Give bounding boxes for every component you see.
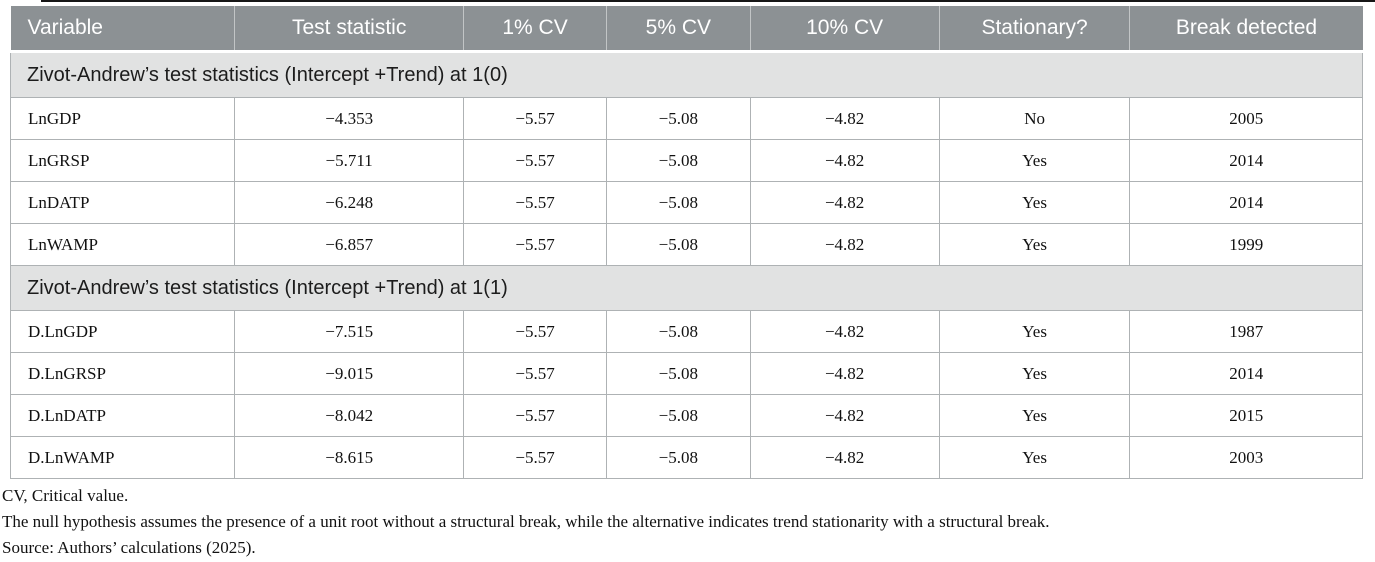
cv10-cell: −4.82: [749, 352, 940, 395]
footnote-null-hypothesis: The null hypothesis assumes the presence…: [2, 512, 1050, 531]
section-title-i1: Zivot-Andrew’s test statistics (Intercep…: [10, 265, 1363, 311]
break-detected-cell: 2005: [1129, 97, 1363, 140]
table-row: D.LnWAMP −8.615 −5.57 −5.08 −4.82 Yes 20…: [9, 436, 1363, 479]
cv1-cell: −5.57: [462, 97, 608, 140]
column-header-10pct-cv: 10% CV: [750, 6, 940, 53]
section-row-level: Zivot-Andrew’s test statistics (Intercep…: [10, 51, 1363, 98]
table-footnotes: CV, Critical value. The null hypothesis …: [2, 483, 1050, 561]
break-detected-cell: 2014: [1129, 139, 1363, 182]
test-statistic-cell: −6.857: [234, 223, 464, 266]
cv1-cell: −5.57: [462, 181, 608, 224]
variable-cell: LnDATP: [9, 181, 236, 224]
cv1-cell: −5.57: [462, 394, 608, 437]
table-row: LnDATP −6.248 −5.57 −5.08 −4.82 Yes 2014: [9, 181, 1363, 224]
table-row: LnGRSP −5.711 −5.57 −5.08 −4.82 Yes 2014: [9, 139, 1363, 182]
cv5-cell: −5.08: [606, 97, 751, 140]
stationary-cell: Yes: [938, 436, 1131, 479]
test-statistic-cell: −7.515: [234, 310, 464, 353]
table-row: D.LnGDP −7.515 −5.57 −5.08 −4.82 Yes 198…: [9, 310, 1363, 353]
stationary-cell: No: [938, 97, 1131, 140]
cv10-cell: −4.82: [749, 223, 940, 266]
table-row: D.LnGRSP −9.015 −5.57 −5.08 −4.82 Yes 20…: [9, 352, 1363, 395]
cv5-cell: −5.08: [606, 352, 751, 395]
zivot-andrews-test-table: Variable Test statistic 1% CV 5% CV 10% …: [9, 6, 1363, 479]
cv10-cell: −4.82: [749, 97, 940, 140]
break-detected-cell: 2003: [1129, 436, 1363, 479]
variable-cell: D.LnWAMP: [9, 436, 236, 479]
stationary-cell: Yes: [938, 310, 1131, 353]
test-statistic-cell: −8.042: [234, 394, 464, 437]
variable-cell: LnGDP: [9, 97, 236, 140]
break-detected-cell: 1999: [1129, 223, 1363, 266]
column-header-variable: Variable: [10, 6, 236, 53]
test-statistic-cell: −6.248: [234, 181, 464, 224]
cv10-cell: −4.82: [749, 139, 940, 182]
cv10-cell: −4.82: [749, 436, 940, 479]
column-header-test-statistic: Test statistic: [234, 6, 464, 53]
cv5-cell: −5.08: [606, 310, 751, 353]
break-detected-cell: 2014: [1129, 352, 1363, 395]
test-statistic-cell: −4.353: [234, 97, 464, 140]
cv5-cell: −5.08: [606, 436, 751, 479]
break-detected-cell: 2015: [1129, 394, 1363, 437]
table-row: LnGDP −4.353 −5.57 −5.08 −4.82 No 2005: [9, 97, 1363, 140]
variable-cell: D.LnDATP: [9, 394, 236, 437]
cv5-cell: −5.08: [606, 223, 751, 266]
stationary-cell: Yes: [938, 223, 1131, 266]
stationary-cell: Yes: [938, 181, 1131, 224]
break-detected-cell: 1987: [1129, 310, 1363, 353]
column-header-5pct-cv: 5% CV: [606, 6, 751, 53]
footnote-cv-definition: CV, Critical value.: [2, 486, 129, 505]
cv5-cell: −5.08: [606, 181, 751, 224]
top-divider-rule: [41, 0, 1375, 2]
header-row: Variable Test statistic 1% CV 5% CV 10% …: [10, 6, 1363, 53]
cv1-cell: −5.57: [462, 310, 608, 353]
test-statistic-cell: −8.615: [234, 436, 464, 479]
variable-cell: D.LnGRSP: [9, 352, 236, 395]
table-row: LnWAMP −6.857 −5.57 −5.08 −4.82 Yes 1999: [9, 223, 1363, 266]
cv5-cell: −5.08: [606, 394, 751, 437]
variable-cell: LnWAMP: [9, 223, 236, 266]
column-header-stationary: Stationary?: [939, 6, 1131, 53]
variable-cell: LnGRSP: [9, 139, 236, 182]
break-detected-cell: 2014: [1129, 181, 1363, 224]
table-row: D.LnDATP −8.042 −5.57 −5.08 −4.82 Yes 20…: [9, 394, 1363, 437]
cv10-cell: −4.82: [749, 394, 940, 437]
cv1-cell: −5.57: [462, 223, 608, 266]
column-header-break-detected: Break detected: [1129, 6, 1363, 53]
cv1-cell: −5.57: [462, 352, 608, 395]
stationary-cell: Yes: [938, 394, 1131, 437]
section-title-i0: Zivot-Andrew’s test statistics (Intercep…: [10, 51, 1363, 98]
variable-cell: D.LnGDP: [9, 310, 236, 353]
test-statistic-cell: −5.711: [234, 139, 464, 182]
cv10-cell: −4.82: [749, 310, 940, 353]
stationary-cell: Yes: [938, 352, 1131, 395]
column-header-1pct-cv: 1% CV: [463, 6, 608, 53]
test-statistic-cell: −9.015: [234, 352, 464, 395]
cv5-cell: −5.08: [606, 139, 751, 182]
cv10-cell: −4.82: [749, 181, 940, 224]
footnote-source: Source: Authors’ calculations (2025).: [2, 538, 256, 557]
cv1-cell: −5.57: [462, 139, 608, 182]
stationary-cell: Yes: [938, 139, 1131, 182]
section-row-first-difference: Zivot-Andrew’s test statistics (Intercep…: [10, 265, 1363, 311]
cv1-cell: −5.57: [462, 436, 608, 479]
